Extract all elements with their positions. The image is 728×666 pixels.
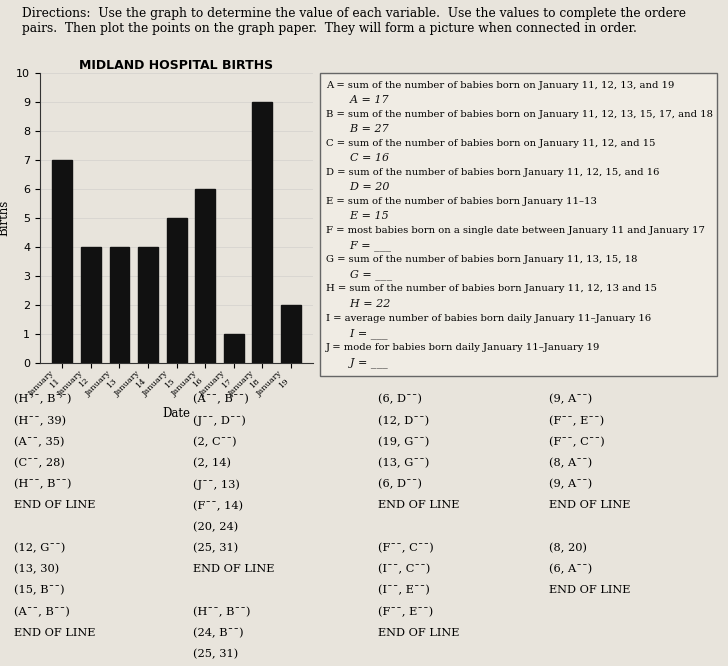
Text: F = ___: F = ___ bbox=[336, 240, 391, 251]
Text: H = sum of the number of babies born January 11, 12, 13 and 15: H = sum of the number of babies born Jan… bbox=[326, 284, 657, 294]
Bar bbox=[281, 305, 301, 363]
Bar bbox=[138, 247, 158, 363]
Text: (15, B¯¯): (15, B¯¯) bbox=[15, 585, 65, 595]
Text: (6, D¯¯): (6, D¯¯) bbox=[379, 394, 422, 405]
Text: (8, 20): (8, 20) bbox=[550, 543, 587, 553]
Text: (C¯¯, 28): (C¯¯, 28) bbox=[15, 458, 66, 468]
Text: E = sum of the number of babies born January 11–13: E = sum of the number of babies born Jan… bbox=[326, 197, 597, 206]
Bar bbox=[81, 247, 101, 363]
Text: F = most babies born on a single date between January 11 and January 17: F = most babies born on a single date be… bbox=[326, 226, 705, 235]
Bar bbox=[167, 218, 186, 363]
Text: (J¯¯, 13): (J¯¯, 13) bbox=[193, 480, 240, 490]
Text: D = 20: D = 20 bbox=[336, 182, 389, 192]
Text: Directions:  Use the graph to determine the value of each variable.  Use the val: Directions: Use the graph to determine t… bbox=[22, 7, 686, 35]
Text: (I¯¯, E¯¯): (I¯¯, E¯¯) bbox=[379, 585, 430, 595]
Text: I = average number of babies born daily January 11–January 16: I = average number of babies born daily … bbox=[326, 314, 652, 322]
Y-axis label: Births: Births bbox=[0, 200, 11, 236]
Text: (F¯¯, C¯¯): (F¯¯, C¯¯) bbox=[379, 543, 434, 553]
Text: END OF LINE: END OF LINE bbox=[379, 628, 459, 638]
Text: (H¯¯, 39): (H¯¯, 39) bbox=[15, 416, 66, 426]
Text: (F¯¯, E¯¯): (F¯¯, E¯¯) bbox=[379, 607, 433, 617]
Text: (F¯¯, C¯¯): (F¯¯, C¯¯) bbox=[550, 437, 605, 447]
Text: A = sum of the number of babies born on January 11, 12, 13, and 19: A = sum of the number of babies born on … bbox=[326, 81, 675, 90]
Text: H = 22: H = 22 bbox=[336, 299, 390, 309]
Text: (6, A¯¯): (6, A¯¯) bbox=[550, 564, 593, 575]
Text: J = ___: J = ___ bbox=[336, 357, 388, 368]
Text: D = sum of the number of babies born January 11, 12, 15, and 16: D = sum of the number of babies born Jan… bbox=[326, 168, 660, 177]
Text: A = 17: A = 17 bbox=[336, 95, 389, 105]
Text: END OF LINE: END OF LINE bbox=[379, 500, 459, 510]
Text: (A¯¯, B¯¯): (A¯¯, B¯¯) bbox=[15, 607, 71, 617]
Text: (12, G¯¯): (12, G¯¯) bbox=[15, 543, 66, 553]
Text: B = 27: B = 27 bbox=[336, 124, 389, 134]
Text: C = sum of the number of babies born on January 11, 12, and 15: C = sum of the number of babies born on … bbox=[326, 139, 656, 148]
Text: END OF LINE: END OF LINE bbox=[550, 585, 631, 595]
Text: B = sum of the number of babies born on January 11, 12, 13, 15, 17, and 18: B = sum of the number of babies born on … bbox=[326, 110, 713, 119]
Text: (13, G¯¯): (13, G¯¯) bbox=[379, 458, 430, 468]
X-axis label: Date: Date bbox=[162, 407, 191, 420]
Text: (19, G¯¯): (19, G¯¯) bbox=[379, 437, 430, 447]
Text: (6, D¯¯): (6, D¯¯) bbox=[379, 480, 422, 490]
Text: (A¯¯, 35): (A¯¯, 35) bbox=[15, 437, 65, 447]
Text: (12, D¯¯): (12, D¯¯) bbox=[379, 416, 430, 426]
Text: E = 15: E = 15 bbox=[336, 211, 389, 221]
Bar bbox=[52, 161, 72, 363]
Text: C = 16: C = 16 bbox=[336, 153, 389, 163]
Text: (25, 31): (25, 31) bbox=[193, 649, 238, 659]
Text: (2, 14): (2, 14) bbox=[193, 458, 231, 468]
Text: (9, A¯¯): (9, A¯¯) bbox=[550, 480, 593, 490]
Text: (13, 30): (13, 30) bbox=[15, 564, 60, 575]
Text: (9, A¯¯): (9, A¯¯) bbox=[550, 394, 593, 405]
Text: (25, 31): (25, 31) bbox=[193, 543, 238, 553]
Text: (F¯¯, E¯¯): (F¯¯, E¯¯) bbox=[550, 416, 605, 426]
Text: (20, 24): (20, 24) bbox=[193, 521, 238, 532]
Bar bbox=[195, 189, 215, 363]
Text: END OF LINE: END OF LINE bbox=[15, 628, 96, 638]
Bar bbox=[109, 247, 130, 363]
Text: (H¯¯, B¯¯): (H¯¯, B¯¯) bbox=[193, 607, 250, 617]
Text: (H¯¯, B¯¯): (H¯¯, B¯¯) bbox=[15, 394, 72, 405]
Text: (H¯¯, B¯¯): (H¯¯, B¯¯) bbox=[15, 480, 72, 490]
Text: (8, A¯¯): (8, A¯¯) bbox=[550, 458, 593, 468]
Text: END OF LINE: END OF LINE bbox=[550, 500, 631, 510]
Text: G = sum of the number of babies born January 11, 13, 15, 18: G = sum of the number of babies born Jan… bbox=[326, 255, 638, 264]
Text: END OF LINE: END OF LINE bbox=[193, 564, 274, 574]
Text: I = ___: I = ___ bbox=[336, 328, 388, 338]
Text: (A¯¯, B¯¯): (A¯¯, B¯¯) bbox=[193, 394, 249, 405]
Text: (F¯¯, 14): (F¯¯, 14) bbox=[193, 500, 243, 511]
Bar bbox=[252, 102, 272, 363]
FancyBboxPatch shape bbox=[320, 73, 717, 376]
Text: (24, B¯¯): (24, B¯¯) bbox=[193, 628, 243, 638]
Text: (J¯¯, D¯¯): (J¯¯, D¯¯) bbox=[193, 416, 245, 426]
Text: END OF LINE: END OF LINE bbox=[15, 500, 96, 510]
Text: (I¯¯, C¯¯): (I¯¯, C¯¯) bbox=[379, 564, 431, 575]
Text: J = mode for babies born daily January 11–January 19: J = mode for babies born daily January 1… bbox=[326, 342, 601, 352]
Text: (2, C¯¯): (2, C¯¯) bbox=[193, 437, 237, 447]
Text: G = ___: G = ___ bbox=[336, 270, 392, 280]
Title: MIDLAND HOSPITAL BIRTHS: MIDLAND HOSPITAL BIRTHS bbox=[79, 59, 274, 72]
Bar bbox=[223, 334, 244, 363]
